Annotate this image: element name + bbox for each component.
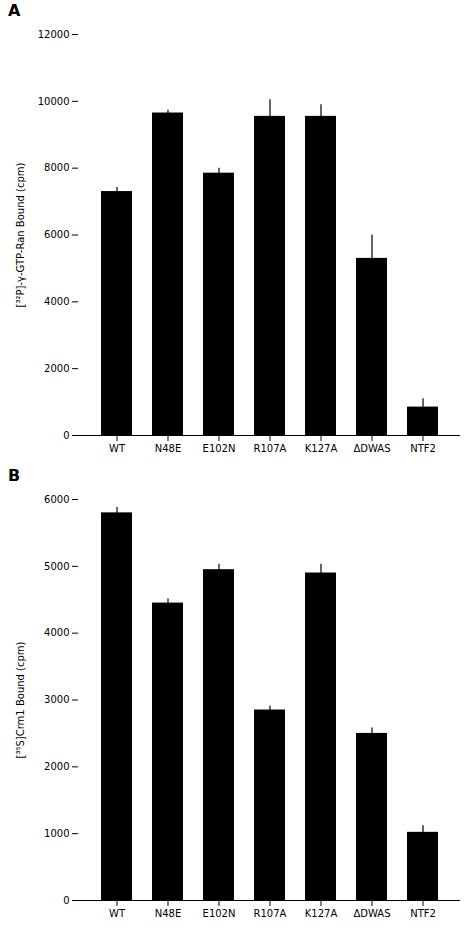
svg-text:NTF2: NTF2 (410, 443, 436, 454)
svg-text:6000: 6000 (44, 494, 69, 505)
svg-text:R107A: R107A (254, 908, 287, 919)
svg-text:8000: 8000 (44, 162, 69, 173)
svg-text:[³⁵S]Crm1 Bound (cpm): [³⁵S]Crm1 Bound (cpm) (15, 641, 26, 758)
svg-text:E102N: E102N (203, 443, 236, 454)
svg-text:2000: 2000 (44, 761, 69, 772)
svg-text:N48E: N48E (155, 908, 182, 919)
svg-text:E102N: E102N (203, 908, 236, 919)
svg-text:0: 0 (63, 895, 69, 906)
svg-text:WT: WT (109, 908, 126, 919)
svg-text:5000: 5000 (44, 561, 69, 572)
svg-text:K127A: K127A (305, 443, 338, 454)
svg-text:6000: 6000 (44, 229, 69, 240)
svg-text:10000: 10000 (38, 96, 70, 107)
html-text:A: A (8, 1, 21, 20)
svg-text:12000: 12000 (38, 29, 70, 40)
svg-text:K127A: K127A (305, 908, 338, 919)
svg-text:2000: 2000 (44, 363, 69, 374)
html-text:B: B (8, 466, 21, 485)
svg-text:WT: WT (109, 443, 126, 454)
svg-text:ΔDWAS: ΔDWAS (353, 908, 390, 919)
svg-text:4000: 4000 (44, 296, 69, 307)
svg-text:N48E: N48E (155, 443, 182, 454)
svg-text:1000: 1000 (44, 828, 69, 839)
svg-text:[³²P]-γ-GTP-Ran Bound (cpm): [³²P]-γ-GTP-Ran Bound (cpm) (15, 162, 26, 307)
svg-text:0: 0 (63, 430, 69, 441)
svg-text:R107A: R107A (254, 443, 287, 454)
svg-text:NTF2: NTF2 (410, 908, 436, 919)
svg-text:4000: 4000 (44, 627, 69, 638)
svg-text:3000: 3000 (44, 694, 69, 705)
svg-text:ΔDWAS: ΔDWAS (353, 443, 390, 454)
